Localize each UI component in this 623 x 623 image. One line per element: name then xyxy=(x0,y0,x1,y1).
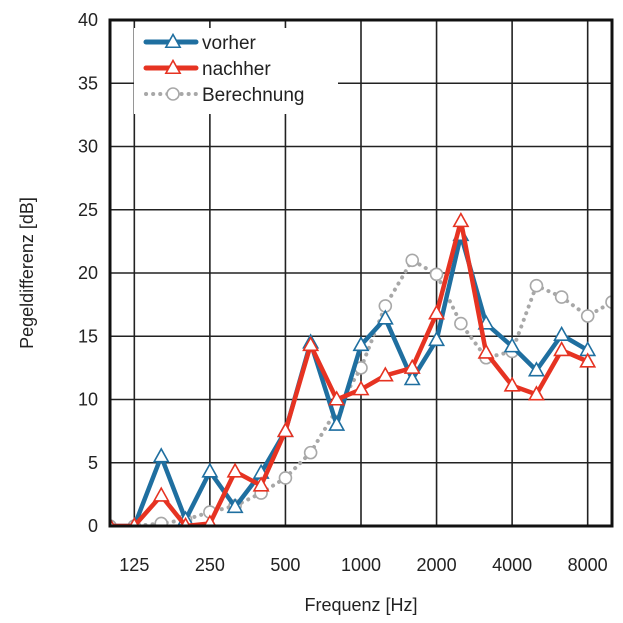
series-line xyxy=(110,218,590,526)
x-tick-label: 4000 xyxy=(492,555,532,575)
legend-marker xyxy=(164,58,182,75)
x-tick-label: 1000 xyxy=(341,555,381,575)
data-point xyxy=(278,471,293,485)
x-axis-ticks: 125 250 500 1000 2000 4000 8000 xyxy=(119,555,607,575)
data-point xyxy=(454,316,468,331)
data-point xyxy=(154,516,169,526)
data-point xyxy=(477,343,495,359)
x-tick-label: 8000 xyxy=(568,555,608,575)
legend-item: nachher xyxy=(143,58,271,80)
plot-area-frame xyxy=(108,18,614,528)
data-point xyxy=(226,497,244,514)
data-point xyxy=(376,366,394,382)
data-point xyxy=(352,380,370,396)
data-point xyxy=(252,476,270,492)
data-point xyxy=(203,514,217,526)
data-point xyxy=(403,358,421,374)
data-point xyxy=(152,447,170,463)
x-tick-label: 2000 xyxy=(417,555,457,575)
data-point xyxy=(553,325,571,342)
data-point xyxy=(429,267,444,282)
data-point xyxy=(302,335,320,352)
y-tick-label: 20 xyxy=(78,263,98,283)
x-tick-label: 250 xyxy=(195,555,225,575)
y-tick-label: 30 xyxy=(78,137,98,157)
series-line xyxy=(110,232,590,526)
x-tick-label: 500 xyxy=(270,555,300,575)
y-tick-label: 0 xyxy=(88,516,98,536)
data-point xyxy=(503,337,521,353)
data-point xyxy=(201,462,219,478)
legend-label: Berechnung xyxy=(202,85,304,106)
data-point xyxy=(152,486,170,502)
y-axis-ticks: 0 5 10 15 20 25 30 35 40 xyxy=(78,10,98,536)
data-point xyxy=(452,211,470,228)
legend: vorher nachher Berechnung xyxy=(134,28,338,114)
series-nachher xyxy=(110,211,597,526)
data-point xyxy=(303,445,318,460)
data-point xyxy=(405,253,420,268)
legend-marker xyxy=(166,87,180,101)
data-point xyxy=(527,385,545,401)
data-point xyxy=(226,462,244,478)
data-point xyxy=(428,304,446,320)
x-tick-label: 125 xyxy=(119,555,149,575)
data-point xyxy=(428,330,446,347)
y-axis-title: Pegeldifferenz [dB] xyxy=(17,197,37,349)
data-point xyxy=(580,309,595,323)
data-point xyxy=(276,421,294,438)
data-point xyxy=(403,370,421,386)
legend-label: vorher xyxy=(202,33,257,54)
data-point xyxy=(352,335,370,352)
x-axis-title: Frequenz [Hz] xyxy=(304,595,417,615)
y-tick-label: 10 xyxy=(78,390,98,410)
data-point xyxy=(553,341,571,357)
data-point xyxy=(503,376,521,392)
data-point xyxy=(529,278,544,293)
legend-item: vorher xyxy=(143,32,257,54)
y-tick-label: 35 xyxy=(78,73,98,93)
legend-label: nachher xyxy=(202,59,271,80)
data-point xyxy=(328,415,346,431)
y-tick-label: 40 xyxy=(78,10,98,30)
data-point xyxy=(527,361,545,377)
y-tick-label: 25 xyxy=(78,200,98,220)
y-tick-label: 15 xyxy=(78,326,98,346)
data-point xyxy=(376,309,394,325)
data-point xyxy=(554,290,569,304)
legend-marker xyxy=(164,32,182,49)
data-point xyxy=(579,352,597,368)
legend-item: Berechnung xyxy=(144,85,304,106)
y-tick-label: 5 xyxy=(88,453,98,473)
data-point xyxy=(328,390,346,406)
